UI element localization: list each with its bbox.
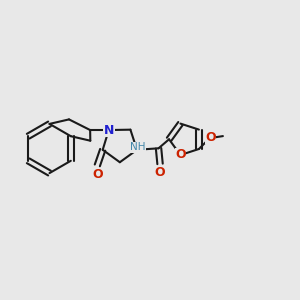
Text: N: N bbox=[103, 124, 114, 136]
Text: O: O bbox=[205, 131, 216, 144]
Text: O: O bbox=[92, 168, 103, 181]
Text: NH: NH bbox=[130, 142, 145, 152]
Text: O: O bbox=[175, 148, 186, 161]
Text: O: O bbox=[155, 166, 165, 179]
